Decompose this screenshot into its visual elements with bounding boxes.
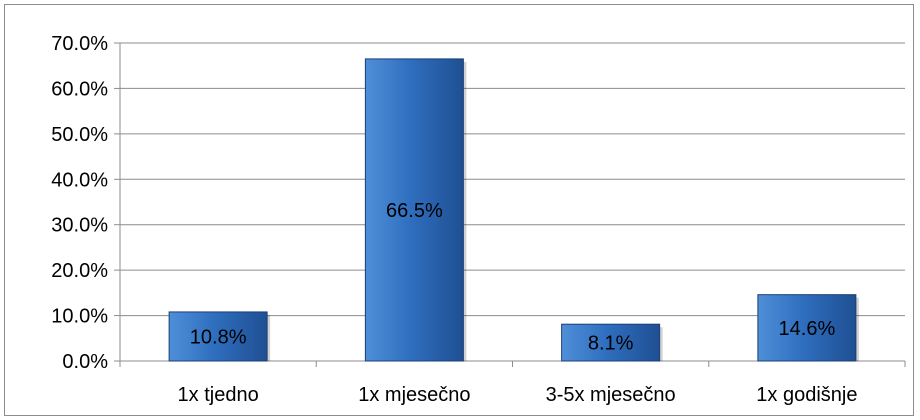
data-label: 14.6% (779, 318, 836, 340)
x-tick-label: 1x godišnje (756, 384, 857, 406)
bar (168, 311, 268, 362)
bar (757, 294, 857, 362)
y-tick-label: 30.0% (51, 215, 108, 237)
y-axis-ticks: 0.0% 10.0% 20.0% 30.0% 40.0% 50.0% 60.0% 70.0% (51, 33, 120, 373)
y-tick-label: 70.0% (51, 33, 108, 55)
gridlines (120, 42, 905, 317)
chart-frame: 0.0% 10.0% 20.0% 30.0% 40.0% 50.0% 60.0% 70.0% … (4, 4, 914, 416)
bars (168, 58, 859, 362)
y-tick-label: 0.0% (62, 351, 108, 373)
y-tick-label: 50.0% (51, 124, 108, 146)
bar (561, 323, 661, 362)
y-tick-label: 10.0% (51, 306, 108, 328)
data-label: 10.8% (190, 326, 247, 348)
x-tick-label: 1x tjedno (178, 384, 259, 406)
y-tick-label: 20.0% (51, 260, 108, 282)
x-axis-ticks: 1x tjedno 1x mjesečno 3-5x mjesečno 1x godi… (119, 361, 906, 406)
data-label: 66.5% (386, 200, 443, 222)
y-tick-label: 40.0% (51, 169, 108, 191)
y-tick-label: 60.0% (51, 78, 108, 100)
x-tick-label: 3-5x mjesečno (546, 384, 676, 406)
bar (364, 58, 464, 362)
data-labels: 10.8% 66.5% 8.1% 14.6% (190, 200, 836, 355)
data-label: 8.1% (588, 333, 634, 355)
x-tick-label: 1x mjesečno (358, 384, 470, 406)
bar-chart: 0.0%10.0%20.0%30.0%40.0%50.0%60.0%70.0% … (51, 33, 906, 406)
